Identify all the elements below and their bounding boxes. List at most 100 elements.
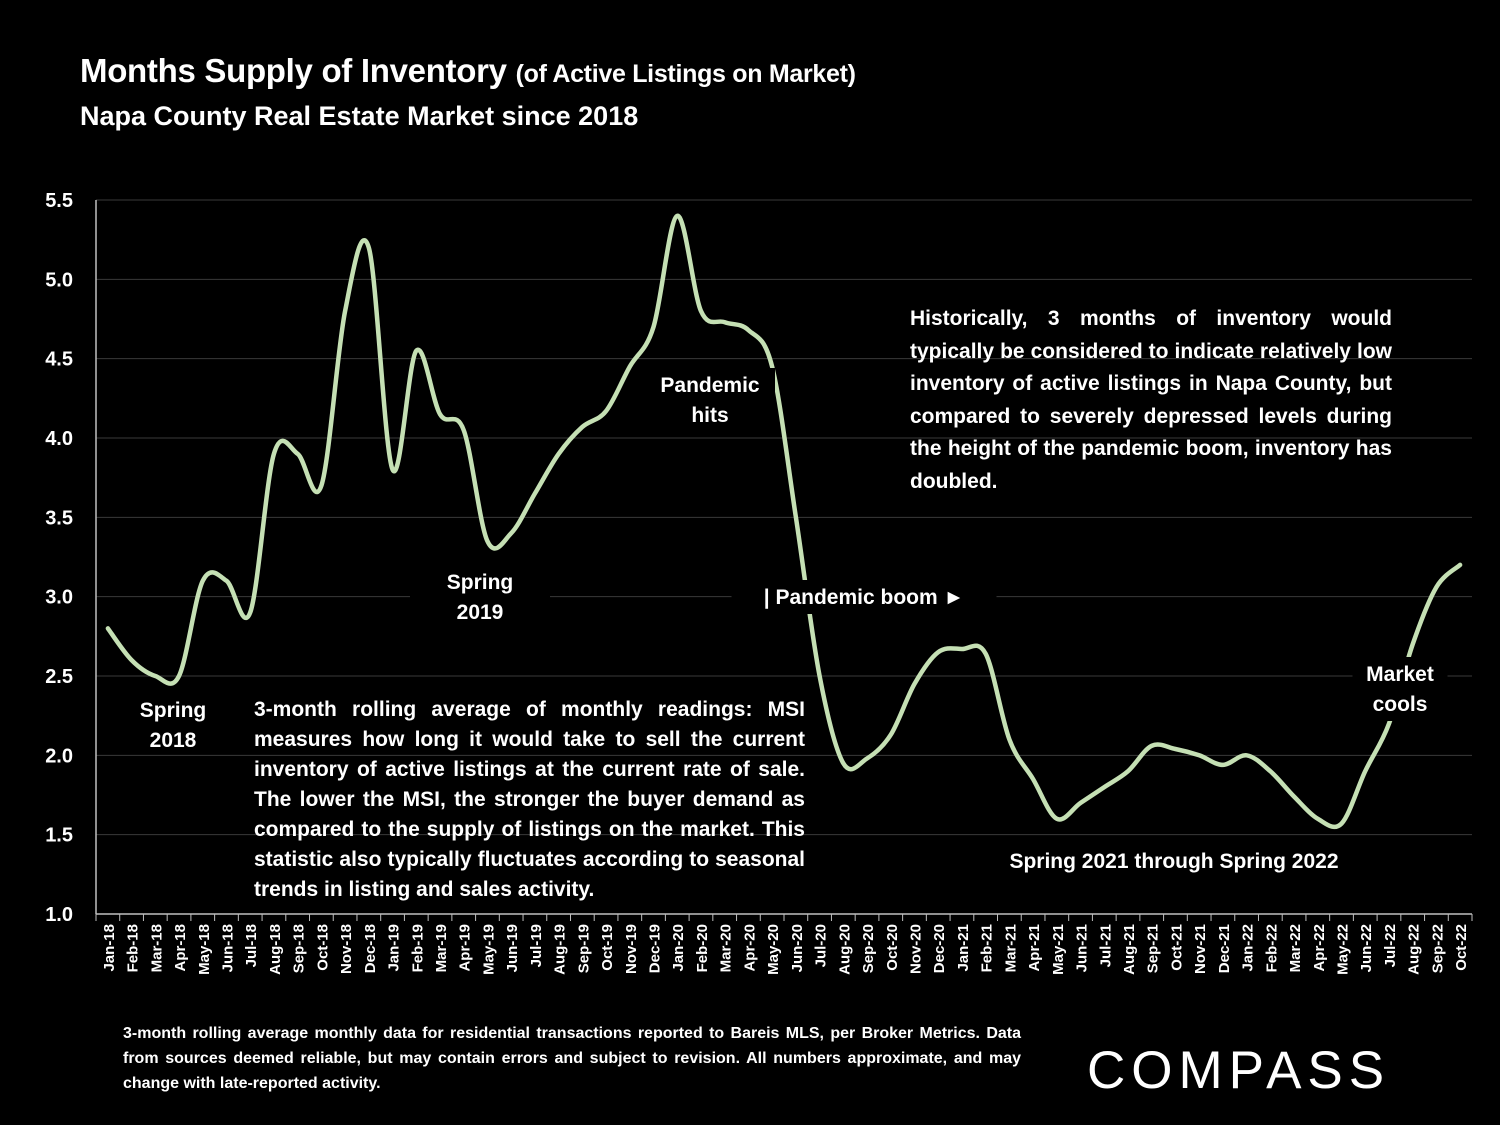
- annotation-text-line: cools: [1373, 693, 1428, 716]
- y-tick-label-5.0: 5.0: [45, 269, 73, 291]
- x-tick-label-Aug-20: Aug-20: [836, 924, 853, 975]
- x-tick-label-Mar-21: Mar-21: [1002, 924, 1019, 972]
- x-tick-label-Apr-19: Apr-19: [457, 924, 474, 972]
- annotation-backdrop: [645, 368, 775, 432]
- x-tick-label-Jul-20: Jul-20: [813, 924, 830, 967]
- x-tick-label-Nov-20: Nov-20: [907, 924, 924, 974]
- msi-explanation-note: 3-month rolling average of monthly readi…: [254, 698, 805, 901]
- x-tick-label-Apr-21: Apr-21: [1026, 924, 1043, 972]
- compass-logo: COMPASS: [1087, 1041, 1391, 1100]
- annotation-text-line: 2019: [457, 601, 504, 624]
- axes: 1.0 1.5 2.0 2.5 3.0 3.5 4.0 4.5 5.0 5.5 Jan-18 Feb-…: [45, 190, 1473, 975]
- chart-subtitle: Napa County Real Estate Market since 201…: [80, 101, 639, 131]
- chart-title: Months Supply of Inventory (of Active Li…: [80, 52, 856, 90]
- x-tick-label-Dec-20: Dec-20: [931, 924, 948, 973]
- x-tick-label-May-22: May-22: [1335, 924, 1352, 975]
- annotation-backdrop: [731, 580, 997, 614]
- x-tick-label-Sep-21: Sep-21: [1145, 924, 1162, 973]
- x-tick-label-Nov-19: Nov-19: [623, 924, 640, 974]
- annotation-5: Spring 2021 through Spring 2022: [1009, 850, 1338, 873]
- x-tick-label-Aug-19: Aug-19: [552, 924, 569, 975]
- annotation-text-line: Spring 2021 through Spring 2022: [1009, 850, 1338, 873]
- y-tick-label-4.5: 4.5: [45, 349, 73, 371]
- y-tick-label-3.5: 3.5: [45, 507, 73, 529]
- annotation-4: | Pandemic boom ►: [731, 580, 997, 614]
- x-tick-label-Dec-19: Dec-19: [647, 924, 664, 973]
- x-tick-label-Oct-22: Oct-22: [1453, 924, 1470, 971]
- x-tick-label-Jul-22: Jul-22: [1382, 924, 1399, 967]
- source-footnote: 3-month rolling average monthly data for…: [123, 1025, 1021, 1092]
- x-tick-label-Jan-20: Jan-20: [670, 924, 687, 972]
- x-tick-label-Jan-22: Jan-22: [1240, 924, 1257, 972]
- x-tick-label-Jul-18: Jul-18: [243, 924, 260, 967]
- x-tick-label-Mar-19: Mar-19: [433, 924, 450, 972]
- x-tick-label-Aug-21: Aug-21: [1121, 924, 1138, 975]
- x-tick-label-Apr-22: Apr-22: [1311, 924, 1328, 972]
- x-tick-label-Feb-21: Feb-21: [979, 924, 996, 972]
- x-tick-label-May-19: May-19: [480, 924, 497, 975]
- x-tick-label-Jan-18: Jan-18: [101, 924, 118, 972]
- x-tick-label-Apr-20: Apr-20: [741, 924, 758, 972]
- annotation-backdrop: [1352, 657, 1448, 721]
- y-tick-label-3.0: 3.0: [45, 587, 73, 609]
- x-tick-label-Jul-19: Jul-19: [528, 924, 545, 967]
- historical-context-note: Historically, 3 months of inventory woul…: [910, 307, 1392, 493]
- x-tick-label-Jun-22: Jun-22: [1358, 924, 1375, 972]
- annotation-1: Spring 2018: [140, 699, 207, 752]
- x-tick-label-Oct-18: Oct-18: [314, 924, 331, 971]
- x-tick-label-Jun-20: Jun-20: [789, 924, 806, 972]
- x-tick-label-Aug-18: Aug-18: [267, 924, 284, 975]
- x-tick-label-Oct-20: Oct-20: [884, 924, 901, 971]
- annotation-text-line: Market: [1366, 663, 1434, 686]
- x-tick-label-May-18: May-18: [196, 924, 213, 975]
- chart-title-main: Months Supply of Inventory: [80, 52, 507, 89]
- x-tick-label-Sep-19: Sep-19: [575, 924, 592, 973]
- x-tick-label-Feb-19: Feb-19: [409, 924, 426, 972]
- y-tick-label-2.5: 2.5: [45, 666, 73, 688]
- x-tick-label-Mar-20: Mar-20: [718, 924, 735, 972]
- annotation-3: Pandemic hits: [645, 368, 775, 432]
- annotation-text-line: hits: [691, 404, 728, 427]
- annotation-6: Market cools: [1352, 657, 1448, 721]
- x-tick-label-Feb-22: Feb-22: [1263, 924, 1280, 972]
- annotation-text-line: Spring: [140, 699, 207, 722]
- y-tick-label-5.5: 5.5: [45, 190, 73, 212]
- annotation-text-line: 2018: [150, 729, 197, 752]
- x-tick-label-May-20: May-20: [765, 924, 782, 975]
- series-line-months-supply: [105, 213, 1463, 830]
- x-tick-label-Jun-21: Jun-21: [1074, 924, 1091, 972]
- annotations: Spring 2018 Spring 2019 Pandemic hits | Pandem…: [140, 368, 1448, 873]
- x-tick-label-Jan-19: Jan-19: [386, 924, 403, 972]
- x-tick-label-Dec-18: Dec-18: [362, 924, 379, 973]
- x-tick-label-Jul-21: Jul-21: [1097, 924, 1114, 967]
- x-tick-label-Jun-18: Jun-18: [219, 924, 236, 972]
- x-tick-label-Oct-21: Oct-21: [1168, 924, 1185, 971]
- x-tick-label-Jun-19: Jun-19: [504, 924, 521, 972]
- x-tick-label-Mar-22: Mar-22: [1287, 924, 1304, 972]
- x-tick-label-Nov-21: Nov-21: [1192, 924, 1209, 974]
- y-tick-label-4.0: 4.0: [45, 428, 73, 450]
- annotation-text-line: Spring: [447, 571, 514, 594]
- y-tick-label-1.0: 1.0: [45, 904, 73, 926]
- annotation-text-line: Pandemic: [660, 374, 760, 397]
- x-tick-label-Feb-18: Feb-18: [125, 924, 142, 972]
- x-tick-label-Sep-20: Sep-20: [860, 924, 877, 973]
- chart-title-parenthetical: (of Active Listings on Market): [515, 60, 856, 88]
- x-tick-label-Feb-20: Feb-20: [694, 924, 711, 972]
- annotation-backdrop: [410, 565, 550, 629]
- annotation-2: Spring 2019: [410, 565, 550, 629]
- x-tick-label-Jan-21: Jan-21: [955, 924, 972, 972]
- x-tick-label-Sep-22: Sep-22: [1429, 924, 1446, 973]
- x-tick-label-Mar-18: Mar-18: [148, 924, 165, 972]
- x-tick-label-Oct-19: Oct-19: [599, 924, 616, 971]
- x-tick-label-Apr-18: Apr-18: [172, 924, 189, 972]
- x-tick-label-Aug-22: Aug-22: [1406, 924, 1423, 975]
- series-layer: [105, 213, 1463, 830]
- annotation-text-line: | Pandemic boom ►: [764, 586, 965, 609]
- x-tick-label-Dec-21: Dec-21: [1216, 924, 1233, 973]
- x-tick-label-May-21: May-21: [1050, 924, 1067, 975]
- x-tick-label-Sep-18: Sep-18: [291, 924, 308, 973]
- y-tick-label-1.5: 1.5: [45, 825, 73, 847]
- x-tick-label-Nov-18: Nov-18: [338, 924, 355, 974]
